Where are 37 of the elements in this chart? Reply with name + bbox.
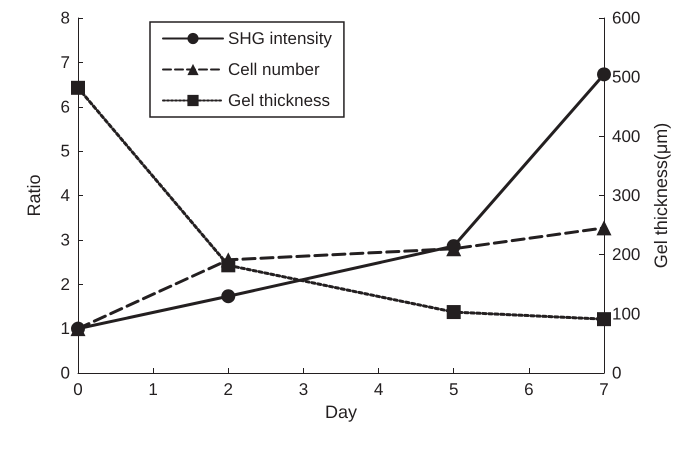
y-tick-label: 2 [60, 274, 70, 294]
legend-label: Cell number [228, 60, 320, 79]
y2-tick-label: 600 [612, 8, 640, 28]
y-tick-label: 6 [60, 97, 70, 116]
point [597, 67, 611, 82]
point [596, 220, 612, 236]
y2-tick-label: 500 [612, 68, 640, 87]
y-tick-label: 1 [60, 319, 70, 338]
y2-tick-label: 400 [612, 126, 640, 146]
x-axis-title: Day [324, 402, 358, 422]
legend-label: Gel thickness [228, 91, 330, 110]
y-tick-label: 3 [60, 230, 70, 250]
y-tick-label: 8 [60, 8, 70, 28]
x-tick-label: 4 [374, 380, 384, 399]
y2-axis-title: Gel thickness(μm) [651, 122, 671, 268]
point [221, 258, 236, 272]
y2-tick-label: 200 [612, 245, 640, 264]
point [71, 80, 85, 95]
point [597, 312, 611, 326]
point [446, 305, 461, 320]
y-tick-label: 4 [60, 186, 70, 205]
x-tick-label: 0 [73, 380, 83, 399]
y-axis-title: Ratio [24, 174, 44, 217]
legend-label: SHG intensity [228, 29, 332, 48]
point [221, 289, 236, 304]
y-tick-label: 5 [60, 142, 70, 161]
x-tick-label: 3 [298, 380, 308, 399]
y-tick-label: 0 [60, 364, 70, 382]
x-tick-label: 6 [524, 380, 534, 399]
x-tick-label: 7 [599, 380, 609, 399]
y2-tick-label: 300 [612, 186, 640, 205]
y2-tick-label: 100 [612, 304, 640, 324]
x-tick-label: 2 [224, 380, 234, 399]
x-tick-label: 1 [148, 380, 158, 399]
y2-tick-label: 0 [612, 364, 622, 382]
y-tick-label: 7 [60, 52, 70, 72]
x-tick-label: 5 [448, 380, 458, 399]
